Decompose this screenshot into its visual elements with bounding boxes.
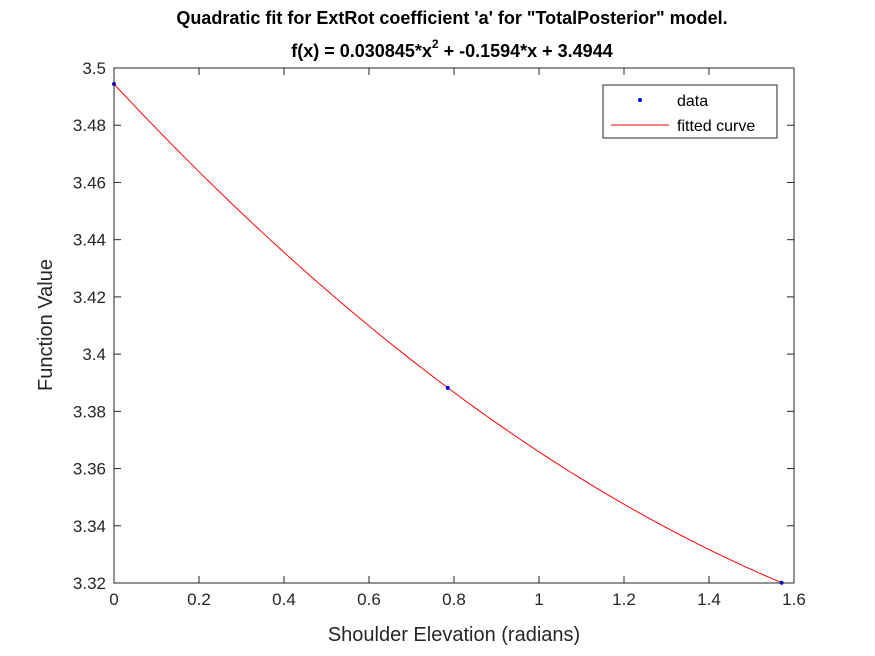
legend-curve-label: fitted curve — [677, 118, 755, 135]
y-tick-label: 3.32 — [73, 574, 106, 593]
legend-box — [602, 84, 778, 139]
legend-data-marker — [638, 98, 642, 102]
y-tick-label: 3.4 — [82, 345, 106, 364]
y-axis: 3.32 3.34 3.36 3.38 3.4 3.42 3.44 3.46 3.48 3.5 — [73, 59, 794, 593]
y-tick-label: 3.44 — [73, 231, 106, 250]
y-tick-label: 3.36 — [73, 460, 106, 479]
x-tick-label: 1 — [534, 590, 543, 609]
x-axis-label: Shoulder Elevation (radians) — [328, 624, 580, 646]
legend: data fitted curve — [602, 84, 778, 139]
y-axis-label: Function Value — [35, 259, 57, 391]
chart-subtitle: f(x) = 0.030845*x2 + -0.1594*x + 3.4944 — [291, 37, 612, 61]
x-axis: 0 0.2 0.4 0.6 0.8 1 1.2 1.4 1.6 — [109, 68, 806, 609]
y-tick-label: 3.48 — [73, 116, 106, 135]
x-tick-label: 0 — [109, 590, 118, 609]
y-tick-label: 3.38 — [73, 402, 106, 421]
legend-data-label: data — [677, 93, 708, 110]
x-tick-label: 0.6 — [357, 590, 381, 609]
data-point — [445, 385, 450, 390]
points-layer — [112, 82, 784, 585]
x-tick-label: 1.4 — [697, 590, 721, 609]
x-tick-label: 1.2 — [612, 590, 636, 609]
x-tick-label: 0.8 — [442, 590, 466, 609]
y-tick-label: 3.34 — [73, 517, 106, 536]
y-tick-label: 3.42 — [73, 288, 106, 307]
plot-area — [114, 68, 794, 583]
x-tick-label: 1.6 — [782, 590, 806, 609]
x-tick-label: 0.4 — [272, 590, 296, 609]
y-tick-label: 3.46 — [73, 173, 106, 192]
chart-title: Quadratic fit for ExtRot coefficient 'a'… — [176, 8, 727, 28]
y-tick-label: 3.5 — [82, 59, 106, 78]
subtitle-exponent: 2 — [432, 37, 439, 51]
subtitle-lhs: f(x) = 0.030845*x — [291, 41, 432, 61]
subtitle-rhs: + -0.1594*x + 3.4944 — [439, 41, 613, 61]
x-tick-label: 0.2 — [187, 590, 211, 609]
